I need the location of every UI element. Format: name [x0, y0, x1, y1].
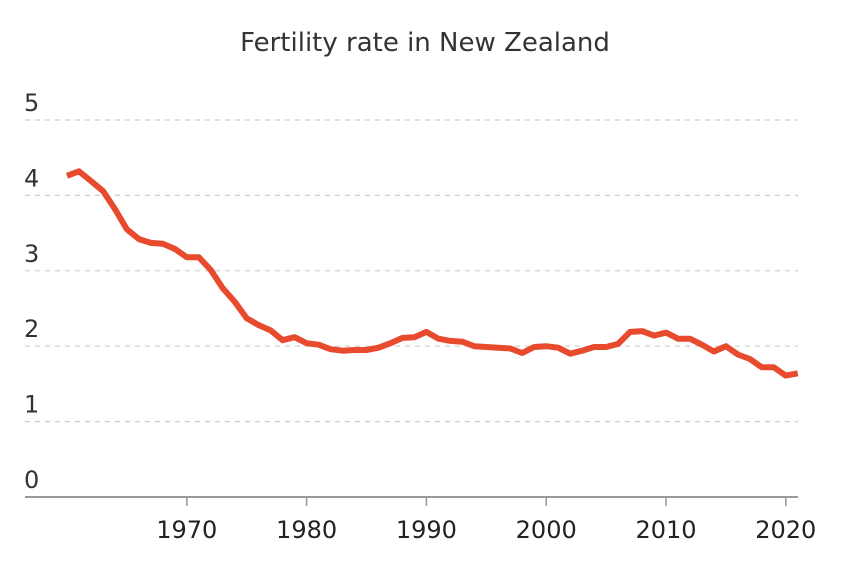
series-line	[67, 171, 798, 375]
y-tick-label: 0	[24, 466, 39, 494]
y-tick-label: 1	[24, 391, 39, 419]
x-tick-label: 2000	[516, 516, 577, 544]
y-tick-label: 3	[24, 240, 39, 268]
chart-title: Fertility rate in New Zealand	[240, 28, 610, 58]
x-tick-label: 2020	[755, 516, 816, 544]
x-tick-label: 1990	[396, 516, 457, 544]
y-tick-label: 4	[24, 164, 39, 192]
x-tick-label: 1970	[156, 516, 217, 544]
x-tick-label: 1980	[276, 516, 337, 544]
y-tick-label: 2	[24, 315, 39, 343]
y-tick-label: 5	[24, 89, 39, 117]
x-tick-label: 2010	[635, 516, 696, 544]
